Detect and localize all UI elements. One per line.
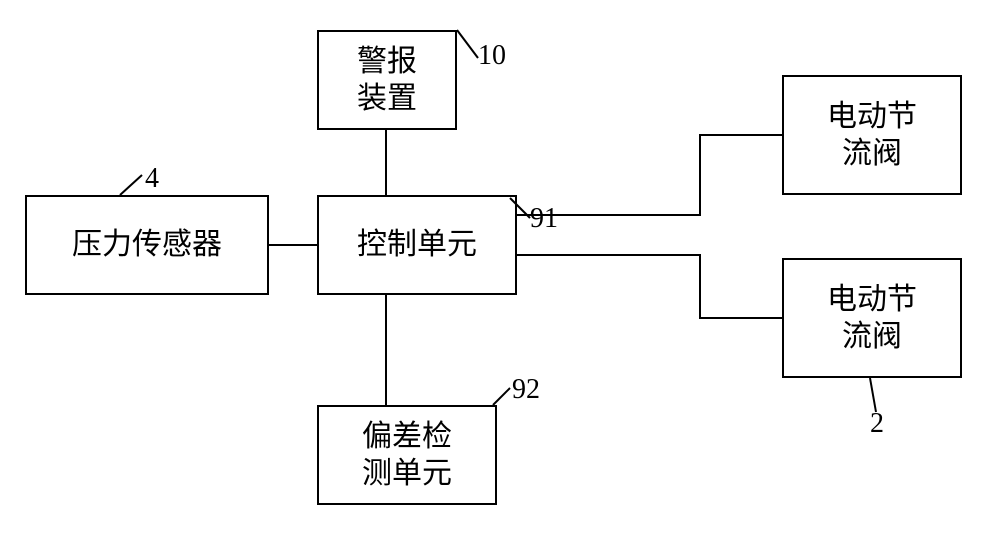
node-deviation-unit-label: 偏差检 测单元	[362, 418, 452, 493]
node-pressure-sensor-label: 压力传感器	[72, 226, 222, 264]
node-deviation-unit: 偏差检 测单元	[317, 405, 497, 505]
diagram-canvas: 警报 装置 压力传感器 控制单元 偏差检 测单元 电动节 流阀 电动节 流阀 1…	[0, 0, 1000, 550]
ref-deviation: 92	[512, 374, 540, 406]
node-valve-bottom: 电动节 流阀	[782, 258, 962, 378]
node-control-unit: 控制单元	[317, 195, 517, 295]
node-alarm: 警报 装置	[317, 30, 457, 130]
node-valve-bottom-label: 电动节 流阀	[827, 281, 917, 356]
node-control-unit-label: 控制单元	[357, 226, 477, 264]
ref-alarm: 10	[478, 40, 506, 72]
ref-valve: 2	[870, 408, 884, 440]
ref-sensor: 4	[145, 163, 159, 195]
node-valve-top-label: 电动节 流阀	[827, 98, 917, 173]
node-valve-top: 电动节 流阀	[782, 75, 962, 195]
node-pressure-sensor: 压力传感器	[25, 195, 269, 295]
ref-control: 91	[530, 203, 558, 235]
node-alarm-label: 警报 装置	[357, 43, 417, 118]
